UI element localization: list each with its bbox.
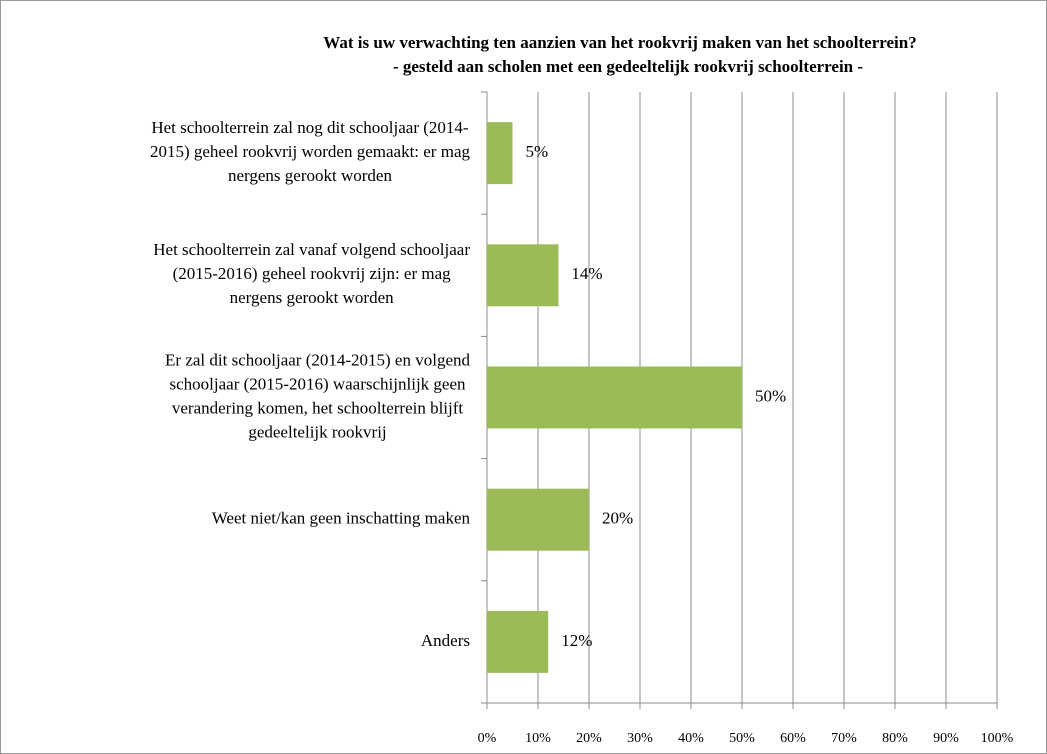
x-tick-label: 80% <box>882 731 908 746</box>
value-label: 14% <box>571 264 602 283</box>
y-tick-label: nergens gerookt worden <box>228 166 392 185</box>
y-tick-label: verandering komen, het schoolterrein bli… <box>172 398 464 417</box>
y-tick-label: Anders <box>421 631 470 650</box>
value-label: 5% <box>526 142 549 161</box>
y-tick-label: Het schoolterrein zal vanaf volgend scho… <box>153 240 470 259</box>
y-tick-label: schooljaar (2015-2016) waarschijnlijk ge… <box>170 374 466 393</box>
category-label: Anders <box>421 631 470 650</box>
x-tick-label: 100% <box>981 731 1014 746</box>
y-tick-label: 2015) geheel rookvrij worden gemaakt: er… <box>150 142 471 161</box>
x-tick-label: 60% <box>780 731 806 746</box>
x-tick-label: 10% <box>525 731 551 746</box>
y-tick-label: gedeeltelijk rookvrij <box>248 422 386 441</box>
bar <box>487 488 589 551</box>
category-label: Er zal dit schooljaar (2014-2015) en vol… <box>165 350 470 441</box>
bar <box>487 610 549 673</box>
x-tick-label: 0% <box>478 731 497 746</box>
x-tick-label: 20% <box>576 731 602 746</box>
y-tick-label: Er zal dit schooljaar (2014-2015) en vol… <box>165 350 470 369</box>
y-tick-label: (2015-2016) geheel rookvrij zijn: er mag <box>173 264 452 283</box>
x-tick-label: 70% <box>831 731 857 746</box>
y-tick-label: Het schoolterrein zal nog dit schooljaar… <box>151 118 469 137</box>
category-label: Weet niet/kan geen inschatting maken <box>212 509 471 528</box>
bar <box>487 122 513 185</box>
bar <box>487 366 742 429</box>
x-tick-label: 50% <box>729 731 755 746</box>
x-tick-label: 30% <box>627 731 653 746</box>
category-label: Het schoolterrein zal vanaf volgend scho… <box>153 240 470 307</box>
x-tick-label: 40% <box>678 731 704 746</box>
value-label: 20% <box>602 509 633 528</box>
x-tick-label: 90% <box>933 731 959 746</box>
chart-subtitle: - gesteld aan scholen met een gedeelteli… <box>393 57 863 76</box>
bar <box>487 244 559 307</box>
y-tick-label: nergens gerookt worden <box>230 288 394 307</box>
y-tick-label: Weet niet/kan geen inschatting maken <box>212 509 471 528</box>
category-label: Het schoolterrein zal nog dit schooljaar… <box>150 118 471 185</box>
value-label: 12% <box>561 631 592 650</box>
value-label: 50% <box>755 386 786 405</box>
chart-title: Wat is uw verwachting ten aanzien van he… <box>323 33 916 52</box>
